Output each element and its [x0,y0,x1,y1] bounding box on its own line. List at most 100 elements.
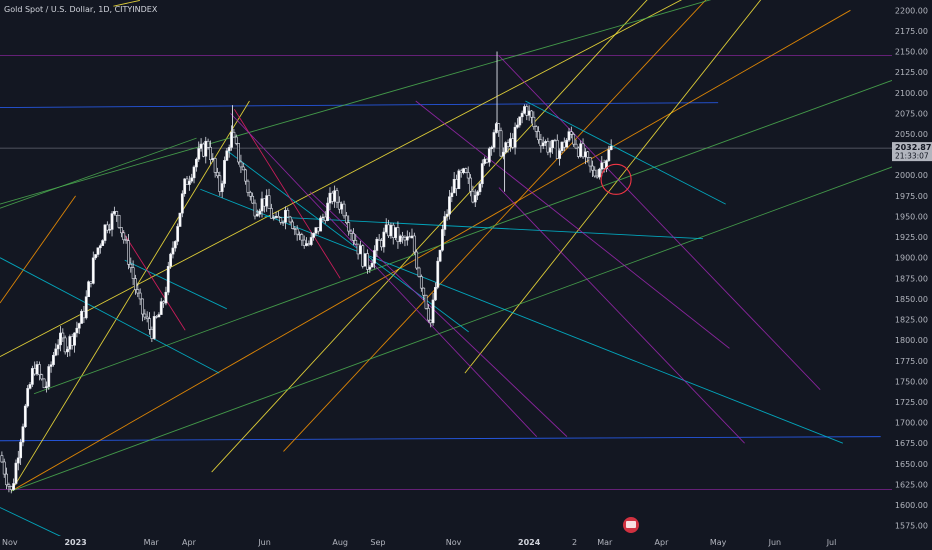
candle-body-75 [176,226,180,242]
time-tick-11: Apr [655,538,670,547]
trend-line-21 [233,109,341,279]
candle-body-59 [138,292,142,300]
candle-body-221 [518,116,522,126]
price-tick-6: 1725.00 [895,398,928,407]
candle-body-241 [565,139,569,148]
time-axis[interactable]: Nov 2023 Mar Apr Jun Aug Sep Nov 2024 2 Mar Apr May J… [0,536,932,550]
candle-body-64 [150,328,154,339]
candle-body-24 [56,344,60,350]
candle-body-227 [532,116,536,127]
candle-body-255 [598,168,601,178]
price-tick-7: 1750.00 [895,377,928,386]
candle-body-138 [323,216,327,221]
trend-line-20 [120,228,186,331]
candle-body-170 [398,235,402,242]
candle-body-224 [525,106,529,116]
candle-body-19 [45,386,48,389]
trend-line-9 [11,166,893,492]
candle-body-212 [497,123,501,132]
candle-body-21 [49,364,53,367]
candle-body-39 [91,257,95,284]
candle-body-238 [558,150,562,159]
trend-line-16 [200,188,844,444]
trend-line-12 [0,137,197,209]
candle-body-198 [464,168,468,173]
candle-body-48 [112,211,116,214]
candle-body-11 [26,388,30,407]
candle-body-106 [248,192,252,197]
candle-body-109 [255,213,259,217]
candle-body-253 [593,169,597,177]
trend-line-4 [0,195,76,304]
candle-body-159 [373,250,376,264]
candle-body-31 [73,332,76,346]
candle-body-54 [127,240,130,265]
candle-body-73 [171,247,175,255]
time-tick-4: Jun [257,538,271,547]
candle-body-87 [204,140,208,157]
candle-body-139 [326,202,330,221]
candle-body-63 [148,318,151,330]
candle-body-179 [419,276,423,289]
candle-body-195 [457,170,461,189]
candle-body-226 [530,110,533,118]
candle-body-249 [583,151,587,158]
candle-body-204 [478,183,482,193]
candle-body-125 [293,228,297,230]
candle-body-90 [211,158,215,160]
candle-body-260 [609,146,613,150]
price-tick-3: 1650.00 [895,460,928,469]
candle-body-27 [63,337,67,353]
candle-body-150 [351,233,355,241]
candle-body-232 [544,141,547,144]
candle-body-182 [426,308,430,321]
candle-body-143 [335,190,339,203]
candle-body-220 [516,124,519,128]
trend-line-7 [283,0,707,452]
price-axis[interactable]: 1575.00 1600.00 1625.00 1650.00 1675.00 1700.… [892,0,932,550]
trend-line-2 [0,0,683,358]
candle-body-256 [600,162,604,170]
candle-body-173 [405,236,409,241]
candle-body-57 [134,278,137,290]
candle-body-116 [272,217,276,219]
candle-body-74 [173,241,177,249]
candle-body-53 [124,239,128,241]
candle-body-112 [262,198,266,207]
time-tick-13: Jun [768,538,782,547]
candle-body-34 [80,310,83,324]
candle-body-163 [382,231,386,248]
candle-body-85 [199,143,203,149]
candle-body-100 [234,136,238,144]
candle-body-189 [443,216,447,230]
candle-body-99 [232,131,236,138]
flag-icon[interactable] [623,517,639,533]
candle-body-218 [511,138,515,148]
candle-body-123 [288,216,292,223]
candle-body-140 [328,192,332,204]
candle-body-201 [471,190,475,203]
highlight-circle [600,163,632,195]
candle-body-257 [602,162,606,169]
candle-body-52 [122,232,126,241]
trend-line-0 [0,102,719,109]
candle-body-162 [380,240,383,248]
candle-body-44 [103,224,107,241]
candle-body-184 [431,299,435,324]
candle-body-202 [473,195,477,203]
candle-body-128 [300,234,304,241]
candle-body-136 [319,217,322,232]
candle-body-230 [539,139,543,147]
trend-line-14 [0,507,65,539]
candle-body-33 [77,323,81,329]
candle-body-244 [572,134,576,145]
trend-line-22 [230,113,538,437]
candle-body-89 [209,146,212,160]
candle-body-172 [403,237,407,241]
candle-body-222 [520,112,524,118]
candle-body-88 [206,140,210,148]
candle-body-236 [553,139,557,142]
candle-body-174 [408,236,412,239]
candle-body-51 [120,227,123,234]
